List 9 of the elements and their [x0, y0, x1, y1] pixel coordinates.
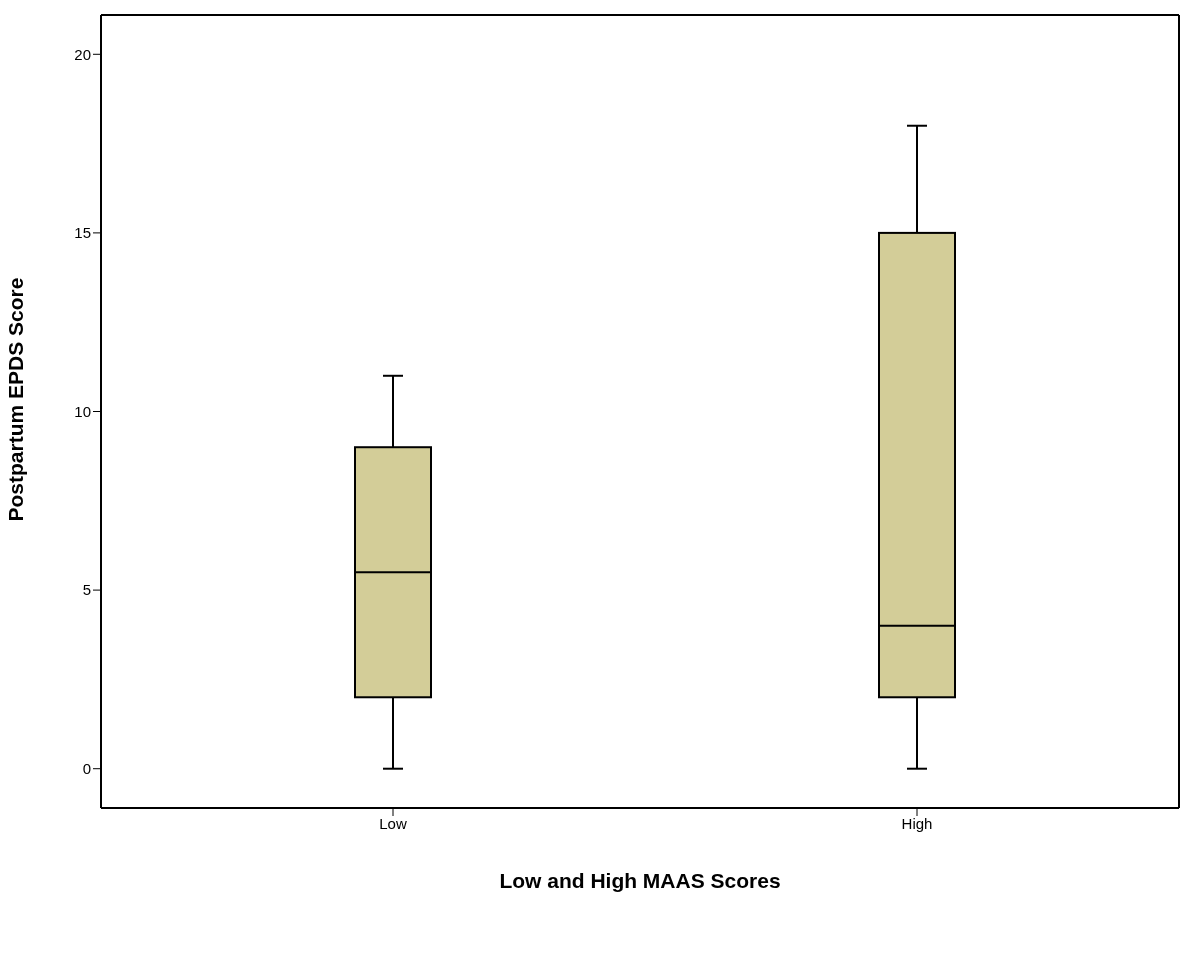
y-tick-label: 10 [74, 402, 91, 420]
y-tick-label: 0 [82, 760, 91, 778]
y-axis-title: Postpartum EPDS Score [4, 277, 28, 522]
x-tick-label: High [901, 814, 933, 832]
y-tick-label: 15 [74, 224, 91, 242]
y-tick-label: 20 [74, 45, 91, 63]
x-axis-title: Low and High MAAS Scores [499, 869, 781, 892]
x-tick-label: Low [379, 814, 407, 832]
y-tick-label: 5 [82, 581, 91, 599]
